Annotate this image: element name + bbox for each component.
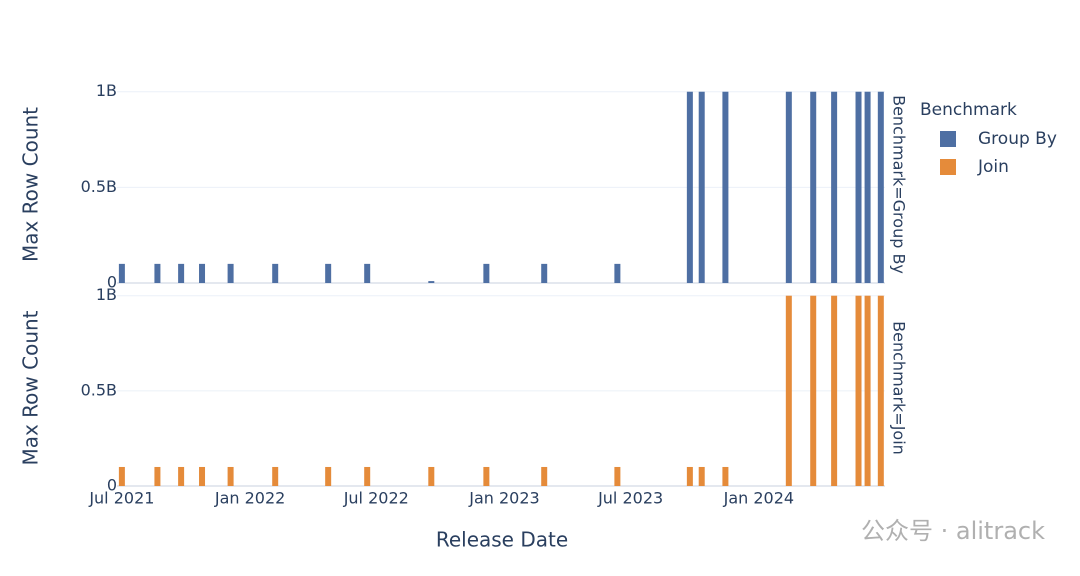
legend-title: Benchmark <box>920 100 1017 120</box>
y-tick-label: 0.5B <box>81 177 117 196</box>
bar <box>877 295 884 486</box>
y-tick-label: 0.5B <box>81 380 117 399</box>
bar <box>686 466 693 486</box>
x-axis-title: Release Date <box>436 528 568 552</box>
bar <box>154 263 161 283</box>
bar <box>831 295 838 486</box>
bar <box>810 91 817 284</box>
bar <box>325 466 332 486</box>
y-tick-label: 0 <box>107 476 117 495</box>
x-tick-label: Jan 2022 <box>214 489 285 508</box>
bar <box>199 466 206 486</box>
facet-label: Benchmark=Group By <box>890 95 909 274</box>
legend-swatch <box>940 131 956 147</box>
bar <box>118 466 125 486</box>
bar <box>227 466 234 486</box>
legend-label: Group By <box>978 129 1057 149</box>
bar <box>831 91 838 284</box>
bar <box>428 466 435 486</box>
y-axis-title: Max Row Count <box>19 107 43 262</box>
bar <box>483 466 490 486</box>
bar <box>272 263 279 283</box>
bar <box>855 295 862 486</box>
bar <box>272 466 279 486</box>
bar <box>428 281 435 283</box>
bar <box>364 263 371 283</box>
bar <box>810 295 817 486</box>
watermark: 公众号 · alitrack <box>861 517 1045 545</box>
y-tick-label: 1B <box>96 81 117 100</box>
bar <box>483 263 490 283</box>
bar <box>227 263 234 283</box>
x-tick-label: Jul 2022 <box>343 489 409 508</box>
bar <box>118 263 125 283</box>
x-tick-label: Jan 2023 <box>468 489 539 508</box>
bar <box>698 466 705 486</box>
bar <box>785 295 792 486</box>
facet-label: Benchmark=Join <box>890 321 909 455</box>
bar <box>154 466 161 486</box>
bar <box>722 91 729 284</box>
legend-label: Join <box>977 157 1009 177</box>
bar <box>614 263 621 283</box>
x-tick-label: Jul 2023 <box>597 489 663 508</box>
bar <box>541 263 548 283</box>
bar <box>364 466 371 486</box>
bar <box>785 91 792 284</box>
bar <box>698 91 705 284</box>
bar <box>178 466 185 486</box>
y-axis-title: Max Row Count <box>19 310 43 465</box>
bar <box>199 263 206 283</box>
bar <box>325 263 332 283</box>
bar <box>614 466 621 486</box>
y-tick-label: 0 <box>107 273 117 292</box>
bar <box>864 91 871 284</box>
x-tick-label: Jul 2021 <box>88 489 154 508</box>
bar <box>686 91 693 284</box>
bar <box>877 91 884 284</box>
bar <box>178 263 185 283</box>
bar <box>855 91 862 284</box>
bar <box>864 295 871 486</box>
x-tick-label: Jan 2024 <box>723 489 794 508</box>
bar <box>541 466 548 486</box>
legend-swatch <box>940 159 956 175</box>
y-tick-label: 1B <box>96 285 117 304</box>
bar <box>722 466 729 486</box>
